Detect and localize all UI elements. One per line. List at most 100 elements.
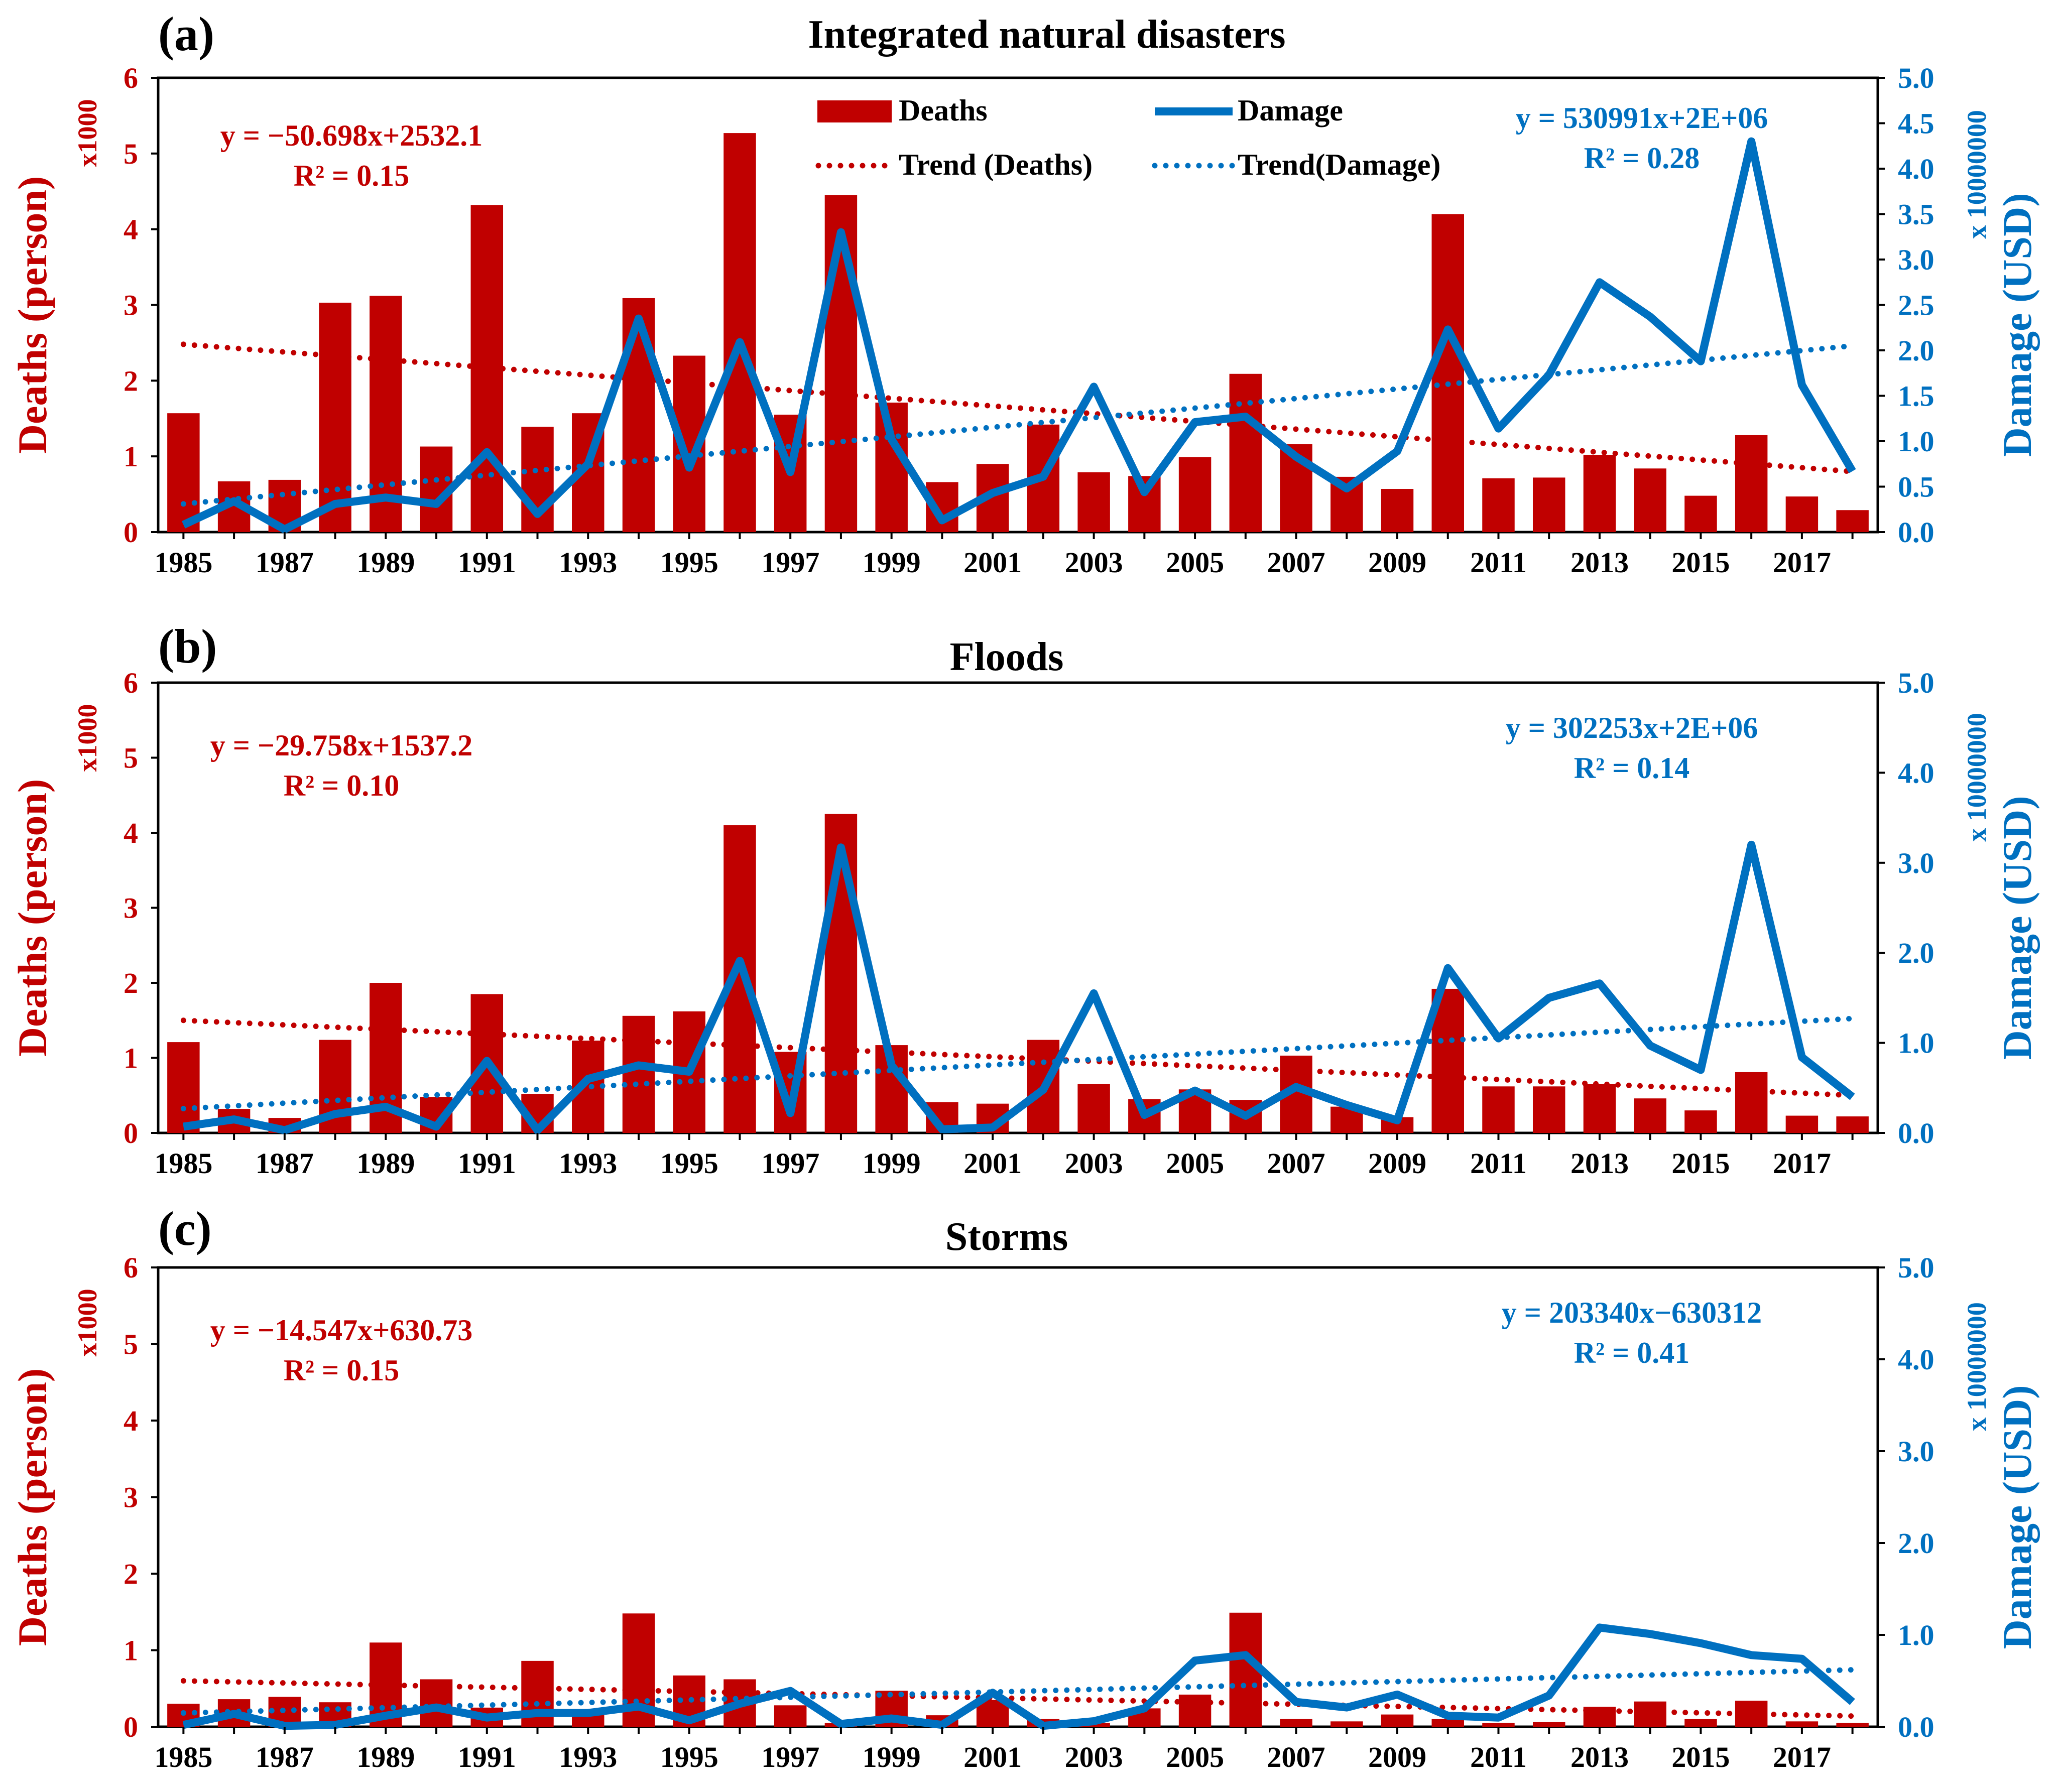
y-right-axis-title: Damage (USD) [1994, 796, 2040, 1060]
y-right-tick-label: 1.0 [1898, 1027, 1934, 1060]
y-right-tick-label: 5.0 [1898, 667, 1934, 699]
x-tick-label: 1985 [154, 546, 212, 579]
y-right-tick-label: 4.0 [1898, 756, 1934, 789]
y-right-axis-title: Damage (USD) [1994, 1385, 2040, 1649]
x-tick-label: 2001 [963, 546, 1022, 579]
x-tick-label: 1999 [863, 546, 921, 579]
deaths-trend-r2: R² = 0.15 [294, 159, 410, 192]
chart-legend: Deaths Damage Trend (Deaths) Trend(Damage) [815, 94, 1440, 181]
deaths-trend-equation: y = −50.698x+2532.1 [220, 119, 483, 152]
y-left-tick-label: 6 [124, 62, 138, 94]
x-tick-label: 2011 [1470, 546, 1527, 579]
deaths-bar [1684, 495, 1717, 532]
deaths-bar [319, 302, 351, 532]
y-right-tick-label: 4.0 [1898, 153, 1934, 185]
deaths-bar [1634, 468, 1666, 532]
y-right-tick-label: 1.0 [1898, 425, 1934, 458]
damage-trend-r2: R² = 0.41 [1574, 1336, 1690, 1369]
chart-panel-b: 1985 1987 1989 1991 1993 1995 1997 1999 2001 2003… [10, 619, 2040, 1180]
x-tick-label: 2011 [1470, 1147, 1527, 1180]
damage-series-line [182, 137, 1856, 534]
deaths-bar [1482, 1723, 1515, 1727]
deaths-bar [723, 133, 756, 532]
x-tick-label: 2005 [1166, 1147, 1224, 1180]
x-tick-label: 2005 [1166, 1741, 1224, 1773]
deaths-bar [1431, 1719, 1464, 1727]
x-tick-label: 1989 [356, 1741, 415, 1773]
deaths-bar [1532, 1722, 1565, 1727]
y-right-axis-multiplier: x 10000000 [1962, 1302, 1992, 1431]
deaths-trend-line [180, 341, 1856, 474]
y-left-tick-label: 5 [124, 138, 138, 170]
x-tick-label: 1987 [256, 1741, 314, 1773]
damage-trend-equation: y = 530991x+2E+06 [1516, 101, 1768, 135]
x-tick-label: 1999 [863, 1741, 921, 1773]
deaths-bar [1836, 510, 1869, 532]
y-left-axis-multiplier: x1000 [72, 99, 102, 167]
deaths-trend-equation: y = −14.547x+630.73 [210, 1314, 473, 1347]
y-right-tick-label: 3.5 [1898, 198, 1934, 231]
y-left-tick-label: 4 [124, 817, 138, 849]
x-tick-label: 1989 [356, 1147, 415, 1180]
deaths-bar [1836, 1723, 1869, 1727]
y-left-tick-label: 1 [124, 440, 138, 473]
x-tick-label: 2009 [1368, 546, 1426, 579]
y-left-axis-title: Deaths (person) [10, 1368, 55, 1646]
x-tick-label: 1995 [660, 1741, 718, 1773]
legend-damage-label: Damage [1238, 94, 1343, 127]
x-tick-label: 1989 [356, 546, 415, 579]
deaths-bar [1634, 1098, 1666, 1133]
y-right-tick-label: 3.0 [1898, 847, 1934, 879]
damage-trend-line [180, 1667, 1856, 1716]
damage-trend-equation: y = 302253x+2E+06 [1506, 711, 1758, 744]
y-left-tick-label: 4 [124, 1404, 138, 1437]
y-right-tick-label: 1.0 [1898, 1619, 1934, 1651]
chart-panel-c: 1985 1987 1989 1991 1993 1995 1997 1999 2001 2003… [10, 1202, 2040, 1773]
x-tick-label: 1985 [154, 1147, 212, 1180]
y-left-tick-label: 3 [124, 1481, 138, 1514]
deaths-bar [1684, 1719, 1717, 1727]
deaths-bar [1482, 1086, 1515, 1133]
deaths-bar [1331, 1721, 1363, 1727]
deaths-bar [1684, 1110, 1717, 1133]
y-left-tick-label: 2 [124, 364, 138, 397]
x-tick-label: 2013 [1570, 1741, 1629, 1773]
damage-series-line [182, 1623, 1855, 1730]
x-tick-label: 1993 [559, 1741, 617, 1773]
deaths-bar [875, 403, 908, 532]
legend-deaths-swatch [817, 100, 892, 122]
x-tick-label: 2013 [1570, 546, 1629, 579]
deaths-bar [1785, 1721, 1819, 1727]
deaths-bar [1785, 496, 1819, 532]
deaths-bar [1735, 435, 1768, 532]
y-left-tick-label: 3 [124, 892, 138, 925]
deaths-bar [1178, 1694, 1212, 1727]
y-left-axis-title: Deaths (person) [10, 176, 55, 454]
x-tick-label: 2001 [963, 1741, 1022, 1773]
deaths-bar [370, 296, 402, 532]
y-left-tick-label: 0 [124, 1711, 138, 1743]
deaths-bar [167, 413, 200, 532]
x-tick-label: 2015 [1671, 546, 1730, 579]
y-left-tick-label: 6 [124, 667, 138, 699]
x-tick-label: 2003 [1065, 1741, 1123, 1773]
y-left-axis-title: Deaths (person) [10, 779, 55, 1057]
legend-trend-damage-label: Trend(Damage) [1238, 148, 1440, 181]
damage-trend-line [180, 343, 1856, 507]
panel-label: (c) [158, 1202, 212, 1255]
x-tick-label: 2007 [1267, 1741, 1325, 1773]
damage-trend-r2: R² = 0.28 [1584, 142, 1700, 175]
y-right-tick-label: 4.5 [1898, 107, 1934, 140]
x-tick-label: 2017 [1773, 546, 1831, 579]
x-tick-label: 2003 [1065, 546, 1123, 579]
y-left-tick-label: 1 [124, 1042, 138, 1075]
x-tick-label: 2003 [1065, 1147, 1123, 1180]
deaths-trend-equation: y = −29.758x+1537.2 [210, 729, 473, 762]
deaths-bar [1532, 1086, 1565, 1133]
x-tick-label: 1991 [458, 1147, 516, 1180]
x-tick-label: 2017 [1773, 1741, 1831, 1773]
y-left-tick-label: 0 [124, 1117, 138, 1149]
x-tick-label: 2005 [1166, 546, 1224, 579]
y-right-tick-label: 4.0 [1898, 1343, 1934, 1376]
